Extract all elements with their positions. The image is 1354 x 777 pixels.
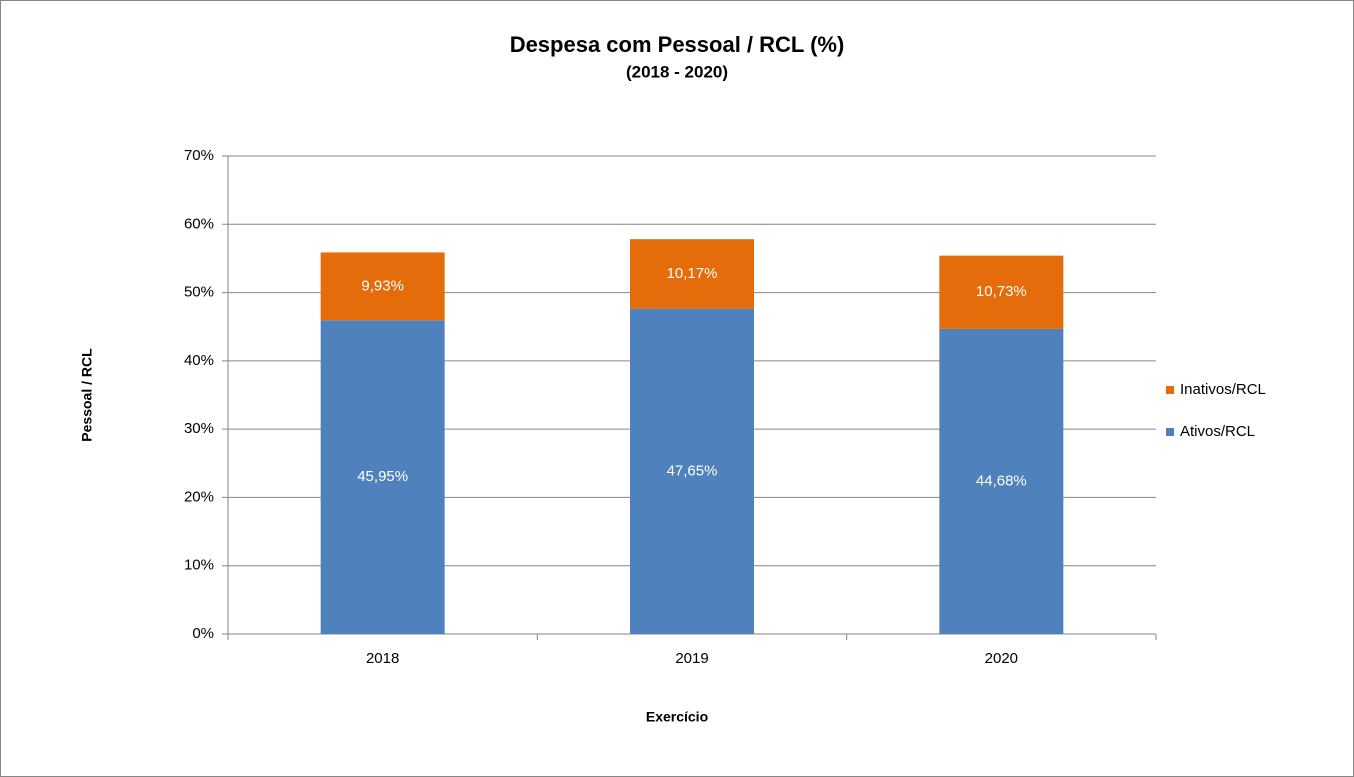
legend-label: Ativos/RCL (1180, 423, 1255, 440)
bar-segment (320, 252, 445, 321)
x-axis-label: Exercício (646, 709, 708, 725)
y-tick-label: 10% (184, 557, 214, 574)
bar-segment (939, 255, 1064, 329)
data-label: 45,95% (357, 468, 408, 485)
bar-segment (630, 239, 754, 309)
x-tick-label: 2020 (985, 650, 1018, 667)
y-tick-label: 70% (184, 147, 214, 164)
bar-segment (630, 308, 754, 634)
y-tick-label: 50% (184, 284, 214, 301)
chart-subtitle: (2018 - 2020) (626, 62, 728, 81)
y-tick-label: 30% (184, 420, 214, 437)
y-tick-label: 0% (192, 625, 214, 642)
data-label: 10,73% (976, 283, 1027, 300)
data-label: 9,93% (361, 277, 404, 294)
data-label: 44,68% (976, 472, 1027, 489)
y-tick-label: 20% (184, 488, 214, 505)
x-tick-label: 2019 (675, 650, 708, 667)
y-tick-label: 40% (184, 352, 214, 369)
bar-segment (939, 328, 1064, 634)
legend-label: Inativos/RCL (1180, 381, 1266, 398)
y-tick-label: 60% (184, 215, 214, 232)
legend-swatch (1166, 386, 1174, 394)
data-label: 10,17% (667, 265, 718, 282)
legend-swatch (1166, 428, 1174, 436)
x-tick-label: 2018 (366, 650, 399, 667)
chart-title: Despesa com Pessoal / RCL (%) (510, 32, 845, 57)
bar-segment (320, 320, 445, 634)
data-label: 47,65% (667, 462, 718, 479)
y-axis-label: Pessoal / RCL (79, 348, 95, 442)
